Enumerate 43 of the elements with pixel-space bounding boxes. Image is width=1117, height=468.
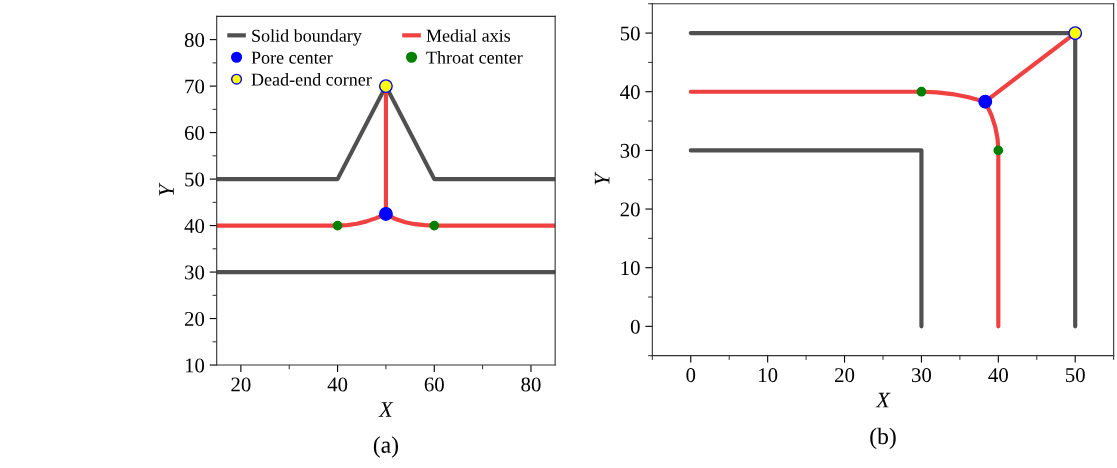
point [916,86,927,97]
y-tick-label: 40 [184,218,205,234]
y-tick-label: 30 [185,265,205,280]
point [378,207,393,221]
y-tick-label: 80 [184,33,205,48]
y-tick-label: 20 [620,202,640,217]
y-tick-label: 60 [184,125,205,141]
y-tick-label: 50 [620,26,640,41]
y-tick-label: 20 [184,311,205,326]
x-tick-label: 60 [424,377,444,392]
y-tick-label: 30 [620,143,640,158]
y-tick-label: 40 [620,85,640,100]
x-tick-label: 40 [327,377,348,392]
legend-label: Dead-end corner [251,72,372,86]
point [993,145,1004,156]
point [429,220,440,231]
y-tick-label: 70 [185,79,205,94]
x-tick-label: 0 [686,368,696,383]
x-axis-title: X [875,392,891,408]
text: (b) [870,427,896,450]
legend-label: Throat center [426,51,523,64]
x-tick-label: 50 [1066,368,1085,383]
x-axis-title: X [378,402,394,417]
y-tick-label: 0 [630,319,640,334]
point [978,94,993,109]
text: (a) [373,436,398,458]
y-tick-label: 10 [621,261,640,276]
point [332,220,343,231]
x-tick-label: 80 [521,377,541,392]
x-tick-label: 30 [912,368,932,383]
legend-label: Pore center [251,51,333,64]
x-tick-label: 20 [835,368,855,383]
y-axis-title: Y [159,182,174,196]
point [1068,26,1083,41]
legend-label: Medial axis [426,29,511,42]
point [378,79,393,94]
legend-label: Solid boundary [252,29,362,46]
y-tick-label: 10 [185,358,205,373]
y-tick-label: 50 [185,172,205,187]
x-tick-label: 10 [759,368,778,383]
y-axis-title: Y [594,171,610,185]
x-tick-label: 40 [988,368,1008,383]
x-tick-label: 20 [231,377,251,392]
